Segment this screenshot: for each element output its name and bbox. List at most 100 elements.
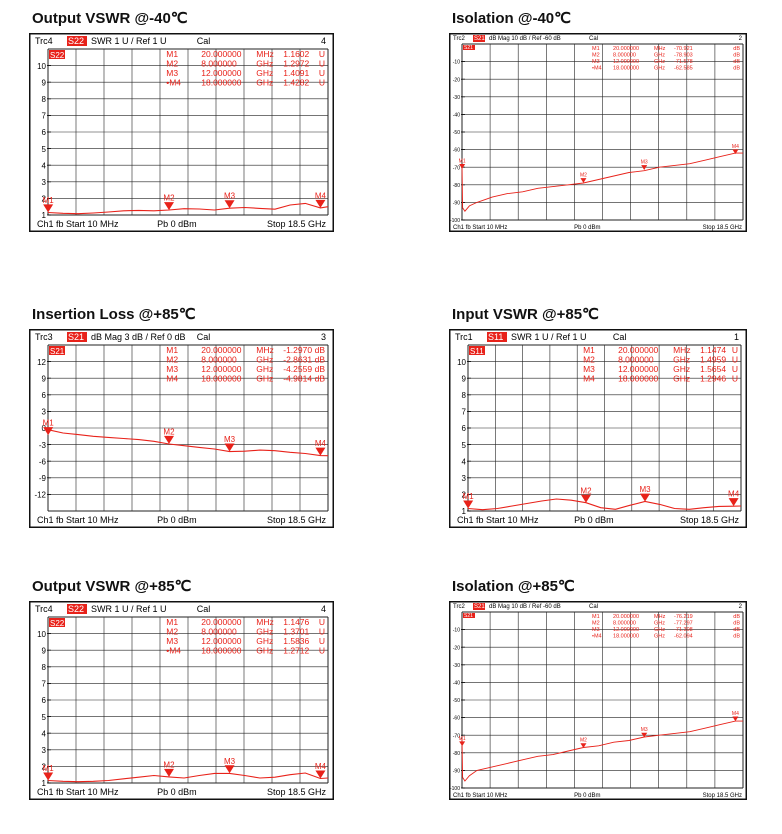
marker-triangle (728, 498, 739, 507)
marker-table-freq: 20.000000 (201, 49, 241, 59)
marker-label: M4 (315, 191, 327, 200)
marker-table-value: 1.3701 (283, 627, 309, 637)
param-badge-label: S21 (474, 36, 485, 42)
marker-table-value-unit: U (732, 345, 738, 355)
y-tick-label: 10 (37, 630, 46, 639)
marker-table-value-unit: U (319, 49, 325, 59)
param-badge-label: S22 (68, 604, 84, 614)
y-tick-label: 2 (462, 491, 467, 500)
footer-power-label: Pb 0 dBm (574, 225, 600, 231)
vna-plot-isolation-p85: Trc2 S21 dB Mag 10 dB / Ref -60 dB Cal 2 -10 -… (449, 601, 747, 800)
marker-table-freq-unit: GHz (256, 59, 273, 69)
param-badge (67, 332, 87, 342)
trace-id-label: Trc2 (453, 604, 465, 610)
marker-table-freq: 18.000000 (613, 634, 639, 640)
y-tick-label: -10 (453, 628, 460, 634)
y-tick-label: 8 (42, 663, 47, 672)
marker-label: M3 (224, 192, 236, 201)
marker-table-value: -4.2559 (283, 364, 312, 374)
trace-badge (463, 613, 475, 618)
marker-table-freq-unit: GHz (654, 627, 665, 633)
marker-table-freq: 8.000000 (618, 355, 654, 365)
marker-table-id: M1 (592, 614, 600, 620)
trace-number-label: 4 (321, 604, 326, 614)
y-tick-label: 9 (462, 374, 467, 383)
param-badge-label: S22 (68, 36, 84, 46)
marker-table-freq-unit: GHz (654, 634, 665, 640)
marker-table-value: 1.4091 (283, 68, 309, 78)
trace-badge (49, 50, 65, 59)
marker-label: M3 (224, 435, 236, 444)
marker-table-id: M2 (592, 53, 600, 59)
param-badge-label: S21 (68, 332, 84, 342)
marker-table-freq: 18.000000 (201, 646, 241, 656)
marker-triangle (224, 200, 235, 209)
marker-triangle (163, 202, 174, 211)
footer-stop-label: Stop 18.5 GHz (267, 219, 327, 229)
marker-table-id: M2 (166, 627, 178, 637)
footer-stop-label: Stop 18.5 GHz (267, 515, 327, 525)
marker-label: M2 (580, 173, 587, 179)
panel-title-isolation-p85: Isolation @+85℃ (452, 578, 575, 595)
marker-table-id: M4 (166, 374, 178, 384)
marker-table-value: 1.1476 (283, 617, 309, 627)
y-tick-label: 7 (42, 112, 47, 121)
marker-table-freq: 12.000000 (618, 364, 658, 374)
y-tick-label: -100 (450, 786, 460, 792)
marker-label: M1 (43, 764, 55, 773)
marker-table-value-unit: dB (733, 621, 740, 627)
marker-triangle (463, 500, 474, 509)
y-tick-label: -12 (34, 491, 46, 500)
trace-number-label: 2 (739, 604, 743, 610)
y-tick-label: -9 (39, 474, 47, 483)
marker-table-value-unit: dB (733, 53, 740, 59)
marker-table-id: M1 (166, 49, 178, 59)
marker-table-value-unit: U (732, 374, 738, 384)
param-badge (487, 332, 507, 342)
footer-start-label: Ch1 fb Start 10 MHz (37, 787, 119, 797)
marker-triangle (43, 427, 54, 436)
marker-triangle (315, 199, 326, 208)
marker-table-id: M1 (166, 617, 178, 627)
marker-table-freq: 8.000000 (201, 59, 237, 69)
y-tick-label: 12 (37, 358, 46, 367)
marker-label: M2 (580, 738, 587, 744)
marker-label: M4 (732, 711, 739, 717)
footer-stop-label: Stop 18.5 GHz (680, 515, 740, 525)
marker-table-id: M3 (166, 364, 178, 374)
marker-table-freq: 18.000000 (201, 78, 241, 88)
marker-table-freq: 20.000000 (201, 345, 241, 355)
marker-table-value-unit: dB (733, 634, 740, 640)
y-tick-label: 3 (42, 178, 47, 187)
trace-badge-label: S21 (50, 347, 65, 356)
marker-table-freq-unit: GHz (654, 66, 665, 72)
trace-badge (469, 346, 485, 355)
marker-table-freq: 18.000000 (201, 374, 241, 384)
marker-table-value: -78.903 (674, 53, 693, 59)
marker-table-id: M3 (166, 636, 178, 646)
y-tick-label: 1 (42, 779, 47, 788)
y-tick-label: 1 (42, 211, 47, 220)
trace-line (461, 152, 743, 212)
marker-table-id: M3 (583, 364, 595, 374)
marker-table-id: •M4 (166, 78, 181, 88)
y-tick-label: -50 (453, 698, 460, 704)
marker-label: M2 (163, 427, 175, 436)
footer-stop-label: Stop 18.5 GHz (703, 225, 742, 231)
marker-table-value: -62.094 (674, 634, 693, 640)
param-badge (67, 604, 87, 614)
panel-title-input-vswr-p85: Input VSWR @+85℃ (452, 306, 599, 323)
footer-power-label: Pb 0 dBm (157, 787, 197, 797)
format-label: SWR 1 U / Ref 1 U (511, 332, 587, 342)
marker-table-freq: 8.000000 (201, 627, 237, 637)
param-badge (67, 36, 87, 46)
marker-table-freq: 20.000000 (613, 614, 639, 620)
vna-plot-output-vswr-p85: Trc4 S22 SWR 1 U / Ref 1 U Cal 4 10 9 8 7 6 5 4 3 2 1 S… (29, 601, 334, 800)
y-tick-label: -30 (453, 95, 460, 101)
marker-triangle (580, 743, 587, 749)
trace-number-label: 3 (321, 332, 326, 342)
marker-label: M4 (315, 439, 327, 448)
marker-table-id: M3 (592, 59, 600, 65)
y-tick-label: -10 (453, 60, 460, 66)
trace-number-label: 4 (321, 36, 326, 46)
